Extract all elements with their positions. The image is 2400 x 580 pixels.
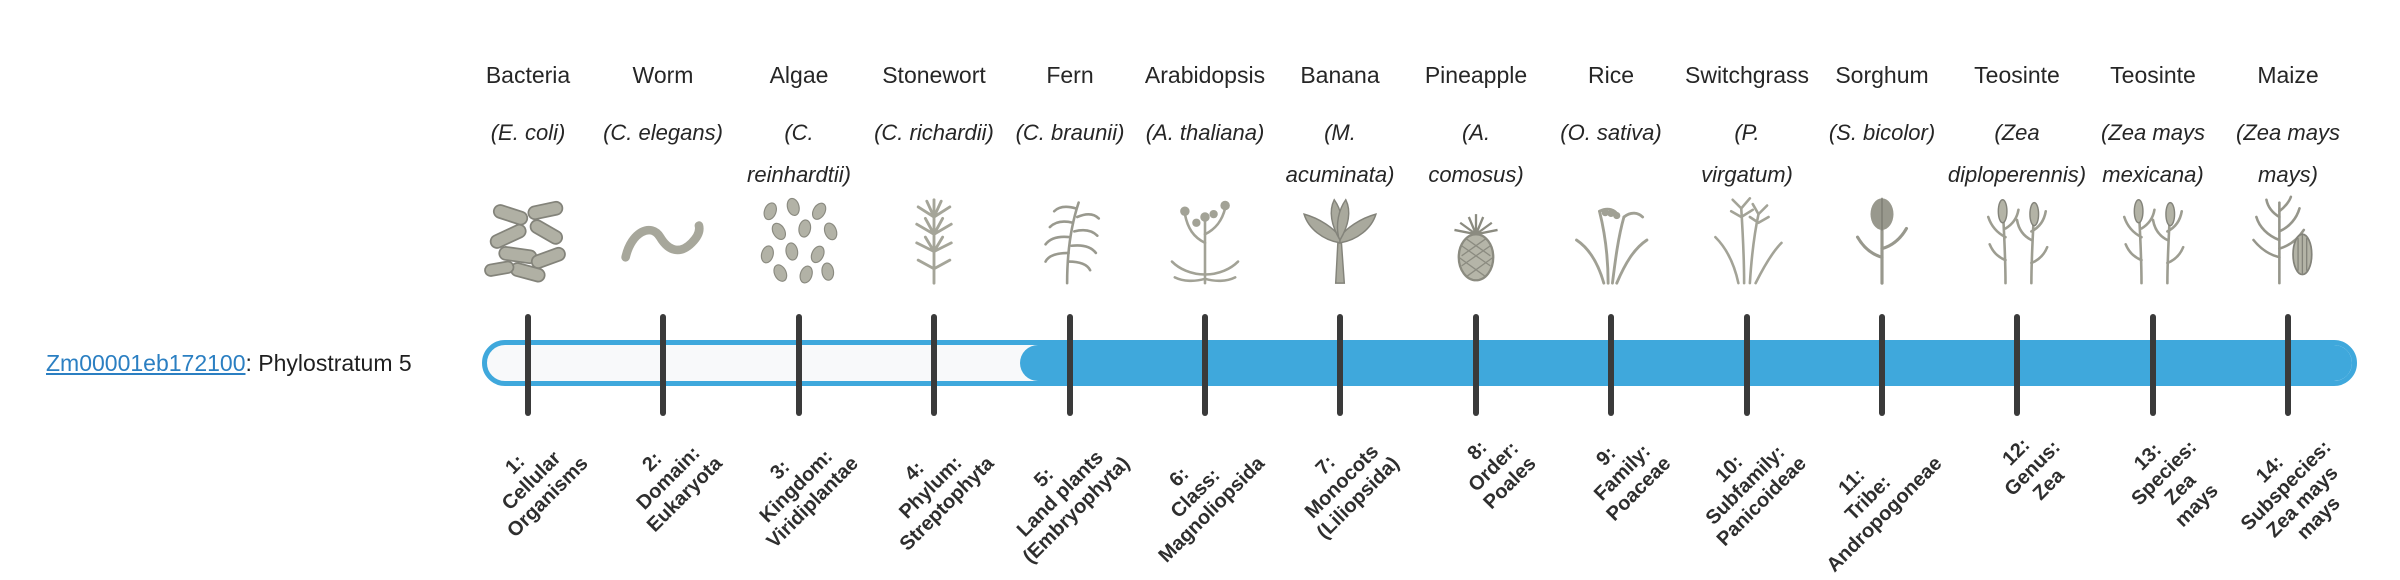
taxon-scientific-name: (A. thaliana) bbox=[1145, 120, 1265, 145]
taxon-common-name: Bacteria bbox=[485, 62, 571, 88]
taxon-scientific-name: (S. bicolor) bbox=[1828, 120, 1936, 145]
gene-id-link[interactable]: Zm00001eb172100 bbox=[46, 350, 246, 376]
taxon-common-name: Banana bbox=[1300, 62, 1380, 88]
sorghum-icon bbox=[1827, 186, 1937, 286]
taxon-common-name: Switchgrass bbox=[1685, 62, 1809, 88]
gene-phylostratum-text: : Phylostratum 5 bbox=[245, 350, 412, 376]
phylostratum-tick-13 bbox=[2150, 314, 2156, 416]
stonewort-icon bbox=[879, 186, 989, 286]
phylostratum-label-4: 4: Phylum: Streptophyta bbox=[894, 451, 999, 556]
banana-icon bbox=[1285, 186, 1395, 286]
taxon-common-name: Fern bbox=[1046, 62, 1094, 88]
phylostratum-tick-10 bbox=[1744, 314, 1750, 416]
switchgrass-icon bbox=[1692, 186, 1802, 286]
phylostratum-label-12: 12: Genus: Zea bbox=[1998, 434, 2069, 505]
phylostratum-label-13: 13: Species: Zea mays bbox=[2127, 436, 2223, 532]
fern-icon bbox=[1015, 186, 1125, 286]
taxon-scientific-name: (O. sativa) bbox=[1560, 120, 1662, 145]
taxon-scientific-name: (C. richardii) bbox=[874, 120, 994, 145]
phylostratum-label-5: 5: Land plants (Embryophyta) bbox=[1012, 446, 1135, 568]
phylostrata-bar bbox=[482, 340, 2357, 386]
phylostratum-label-1: 1: Cellular Organisms bbox=[497, 447, 593, 542]
taxon-scientific-name: (P. virgatum) bbox=[1701, 120, 1793, 187]
maize-icon bbox=[2233, 186, 2343, 286]
rice-icon bbox=[1556, 186, 1666, 286]
phylostrata-bar-fill bbox=[1020, 345, 2352, 381]
phylostratum-label-11: 11: Tribe: Andropogoneae bbox=[1822, 452, 1947, 577]
phylostratum-label-14: 14: Subspecies: Zea mays mays bbox=[2236, 436, 2345, 545]
taxon-scientific-name: (E. coli) bbox=[490, 120, 566, 145]
taxon-common-name: Teosinte bbox=[2110, 62, 2196, 88]
phylostratum-tick-9 bbox=[1608, 314, 1614, 416]
phylostratum-tick-3 bbox=[796, 314, 802, 416]
taxon-scientific-name: (Zea diploperennis) bbox=[1947, 120, 2087, 187]
bacteria-icon bbox=[473, 186, 583, 286]
algae-icon bbox=[744, 186, 854, 286]
taxon-scientific-name: (A. comosus) bbox=[1428, 120, 1524, 187]
taxon-scientific-name: (Zea mays mays) bbox=[2236, 120, 2340, 187]
phylostratum-tick-1 bbox=[525, 314, 531, 416]
phylostratum-tick-8 bbox=[1473, 314, 1479, 416]
phylostratum-label-9: 9: Family: Poaceae bbox=[1589, 440, 1676, 526]
taxon-common-name: Stonewort bbox=[882, 62, 986, 88]
taxon-scientific-name: (M. acuminata) bbox=[1285, 120, 1395, 187]
taxon-scientific-name: (C. elegans) bbox=[603, 120, 723, 145]
taxon-common-name: Maize bbox=[2257, 62, 2319, 88]
gene-label: Zm00001eb172100: Phylostratum 5 bbox=[46, 350, 412, 377]
phylostratum-tick-4 bbox=[931, 314, 937, 416]
phylostratum-label-7: 7: Monocots (Liliopsida) bbox=[1301, 440, 1405, 544]
worm-icon bbox=[608, 186, 718, 286]
taxon-common-name: Worm bbox=[632, 62, 694, 88]
taxon-common-name: Sorghum bbox=[1835, 62, 1929, 88]
phylostratum-tick-12 bbox=[2014, 314, 2020, 416]
phylostratum-tick-11 bbox=[1879, 314, 1885, 416]
taxon-common-name: Rice bbox=[1587, 62, 1634, 88]
phylostratum-label-3: 3: Kingdom: Viridiplantae bbox=[755, 445, 864, 553]
taxon-common-name: Teosinte bbox=[1974, 62, 2060, 88]
phylostratum-tick-7 bbox=[1337, 314, 1343, 416]
taxon-common-name: Algae bbox=[769, 62, 829, 88]
taxon-common-name: Arabidopsis bbox=[1144, 62, 1266, 88]
phylostratum-tick-5 bbox=[1067, 314, 1073, 416]
phylostratum-tick-14 bbox=[2285, 314, 2291, 416]
phylostratum-label-6: 6: Class: Magnoliopsida bbox=[1154, 452, 1270, 568]
phylostratum-label-10: 10: Subfamily: Panicoideae bbox=[1701, 441, 1812, 551]
phylostratum-label-8: 8: Order: Poales bbox=[1462, 436, 1541, 514]
phylostratum-label-2: 2: Domain: Eukaryota bbox=[632, 442, 728, 537]
pineapple-icon bbox=[1421, 186, 1531, 286]
taxon-scientific-name: (C. braunii) bbox=[1015, 120, 1125, 145]
teosinte-icon bbox=[1962, 186, 2072, 286]
phylostratum-tick-6 bbox=[1202, 314, 1208, 416]
taxon-common-name: Pineapple bbox=[1424, 62, 1528, 88]
taxon-scientific-name: (C. reinhardtii) bbox=[747, 120, 851, 187]
phylostratum-tick-2 bbox=[660, 314, 666, 416]
taxon-scientific-name: (Zea mays mexicana) bbox=[2101, 120, 2205, 187]
arabidopsis-icon bbox=[1150, 186, 1260, 286]
teosinte-icon bbox=[2098, 186, 2208, 286]
